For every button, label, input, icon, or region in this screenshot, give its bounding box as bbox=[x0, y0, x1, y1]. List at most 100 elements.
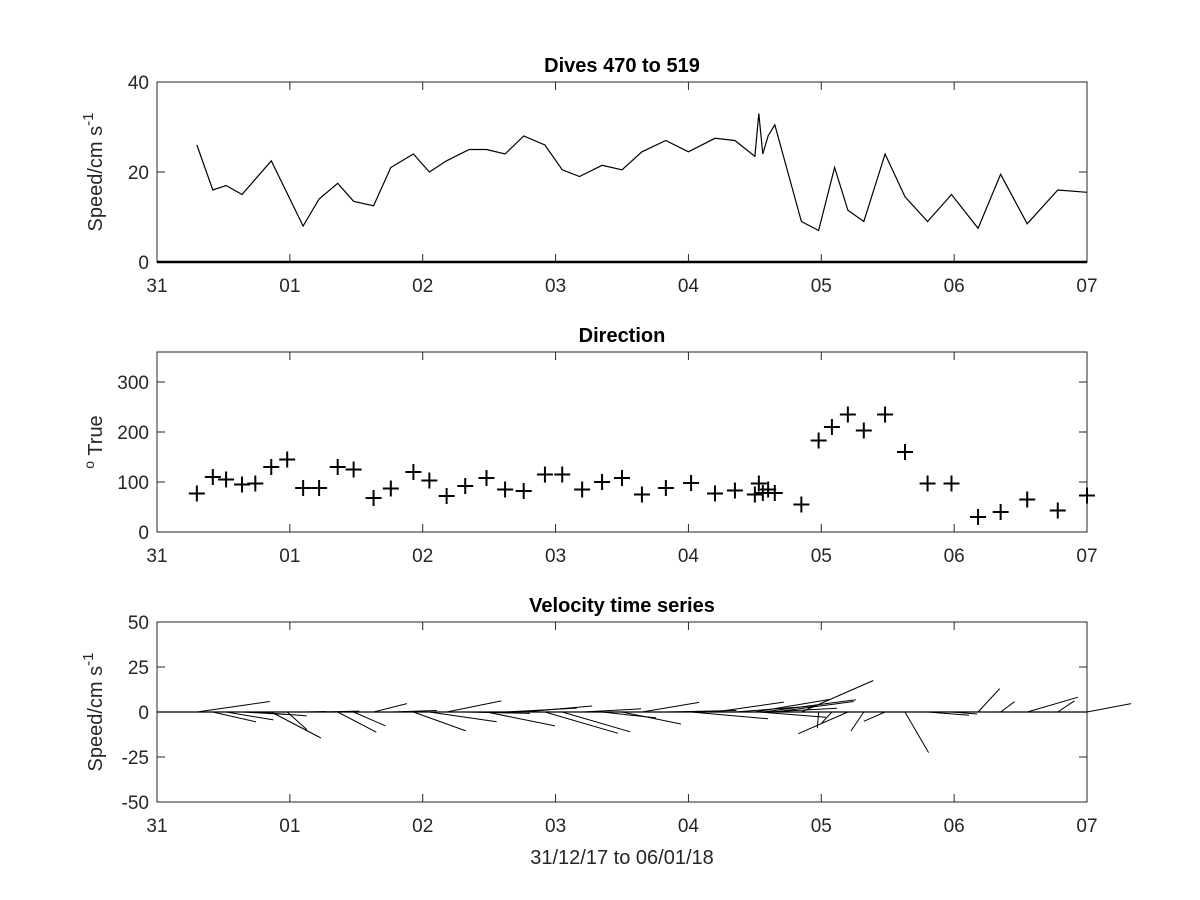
y-axis-label: o True bbox=[81, 415, 107, 468]
direction-point bbox=[793, 496, 810, 513]
x-tick-label: 04 bbox=[678, 816, 700, 837]
x-tick-label: 31 bbox=[146, 276, 167, 297]
plot-title: Velocity time series bbox=[529, 595, 715, 617]
y-tick-label: 0 bbox=[138, 253, 149, 274]
direction-point bbox=[478, 470, 495, 486]
velocity-stick bbox=[863, 711, 886, 722]
velocity-stick bbox=[337, 711, 377, 733]
x-tick-label: 03 bbox=[545, 276, 566, 297]
direction-point bbox=[766, 485, 783, 501]
x-tick-label: 02 bbox=[412, 816, 433, 837]
x-tick-label: 02 bbox=[412, 546, 433, 567]
x-tick-label: 03 bbox=[545, 816, 566, 837]
velocity-stick bbox=[226, 711, 274, 721]
direction-point bbox=[218, 471, 235, 488]
direction-point bbox=[536, 466, 553, 483]
direction-plot: Direction 31 01 02 03 04 05 06 07 0 100 200 300 o Tru… bbox=[81, 325, 1098, 567]
velocity-stick bbox=[271, 711, 322, 739]
direction-point bbox=[574, 481, 591, 498]
direction-point bbox=[823, 419, 840, 435]
plot-title: Dives 470 to 519 bbox=[544, 55, 700, 77]
axes-frame bbox=[156, 81, 1088, 263]
x-tick-label: 07 bbox=[1076, 276, 1097, 297]
direction-point bbox=[554, 466, 571, 483]
direction-point bbox=[746, 486, 763, 503]
direction-point bbox=[405, 464, 422, 480]
direction-point bbox=[970, 509, 987, 525]
velocity-stick bbox=[754, 698, 831, 713]
velocity-stick bbox=[798, 711, 849, 735]
direction-point bbox=[1019, 491, 1036, 508]
direction-point bbox=[382, 480, 399, 497]
direction-point bbox=[1049, 502, 1066, 519]
velocity-stick bbox=[286, 711, 308, 731]
velocity-stick bbox=[621, 711, 681, 725]
direction-point bbox=[263, 459, 280, 475]
direction-point bbox=[457, 478, 474, 494]
direction-point bbox=[188, 485, 205, 502]
velocity-stick bbox=[196, 701, 270, 713]
y-tick-label: 25 bbox=[128, 658, 149, 679]
velocity-stick bbox=[691, 711, 769, 720]
x-tick-label: 01 bbox=[279, 546, 300, 567]
velocity-stick bbox=[373, 703, 408, 713]
direction-point bbox=[683, 475, 700, 491]
x-tick-label: 02 bbox=[412, 276, 433, 297]
x-axis-label: 31/12/17 to 06/01/18 bbox=[530, 847, 714, 869]
velocity-stick bbox=[1000, 701, 1015, 713]
direction-point bbox=[633, 486, 650, 503]
velocity-stick bbox=[641, 701, 700, 713]
velocity-stick bbox=[821, 711, 833, 724]
direction-point bbox=[877, 406, 894, 423]
y-tick-label: 50 bbox=[128, 613, 149, 634]
velocity-stick bbox=[801, 680, 874, 713]
velocity-stick bbox=[951, 711, 978, 715]
velocity-plot: Velocity time series 31 01 02 03 04 05 06 07 -50 -… bbox=[80, 595, 1132, 869]
plot-title: Direction bbox=[579, 325, 666, 347]
x-tick-label: 31 bbox=[146, 816, 167, 837]
x-tick-label: 07 bbox=[1076, 546, 1097, 567]
direction-point bbox=[919, 475, 936, 492]
x-tick-label: 05 bbox=[811, 816, 832, 837]
velocity-stick bbox=[1057, 700, 1075, 713]
y-tick-label: -50 bbox=[122, 793, 149, 814]
y-axis-label: Speed/cm s-1 bbox=[80, 113, 107, 232]
velocity-stick bbox=[353, 711, 386, 727]
velocity-stick bbox=[714, 701, 784, 713]
velocity-stick bbox=[977, 688, 1001, 713]
direction-point bbox=[497, 481, 514, 498]
direction-point bbox=[421, 472, 438, 489]
direction-point bbox=[992, 504, 1009, 520]
x-tick-label: 01 bbox=[279, 276, 300, 297]
y-axis-label: Speed/cm s-1 bbox=[80, 653, 107, 772]
direction-point bbox=[345, 461, 362, 478]
y-tick-label: 40 bbox=[128, 73, 149, 94]
velocity-stick bbox=[429, 711, 497, 723]
velocity-stick bbox=[523, 705, 593, 713]
x-tick-label: 03 bbox=[545, 546, 566, 567]
x-tick-label: 05 bbox=[811, 276, 832, 297]
direction-point bbox=[295, 480, 312, 496]
direction-point bbox=[855, 422, 872, 439]
direction-point bbox=[750, 475, 767, 492]
velocity-stick bbox=[1027, 696, 1079, 713]
direction-point bbox=[810, 432, 827, 449]
direction-point bbox=[896, 444, 913, 460]
x-tick-label: 05 bbox=[811, 546, 832, 567]
velocity-stick bbox=[446, 700, 502, 713]
direction-point bbox=[247, 475, 264, 492]
x-tick-label: 06 bbox=[944, 276, 965, 297]
velocity-stick bbox=[465, 711, 531, 714]
direction-point bbox=[515, 483, 532, 499]
y-tick-label: 100 bbox=[117, 473, 149, 494]
speed-plot: Dives 470 to 519 31 01 02 03 04 05 06 07 0 20 40 Spe… bbox=[80, 55, 1098, 297]
velocity-stick bbox=[762, 699, 856, 713]
velocity-stick bbox=[413, 711, 466, 732]
velocity-stick bbox=[927, 711, 970, 716]
x-tick-label: 04 bbox=[678, 546, 700, 567]
velocity-stick bbox=[1086, 703, 1132, 713]
velocity-stick bbox=[544, 711, 619, 734]
velocity-stick bbox=[390, 710, 437, 713]
direction-point bbox=[365, 490, 382, 506]
velocity-stick bbox=[255, 711, 307, 717]
